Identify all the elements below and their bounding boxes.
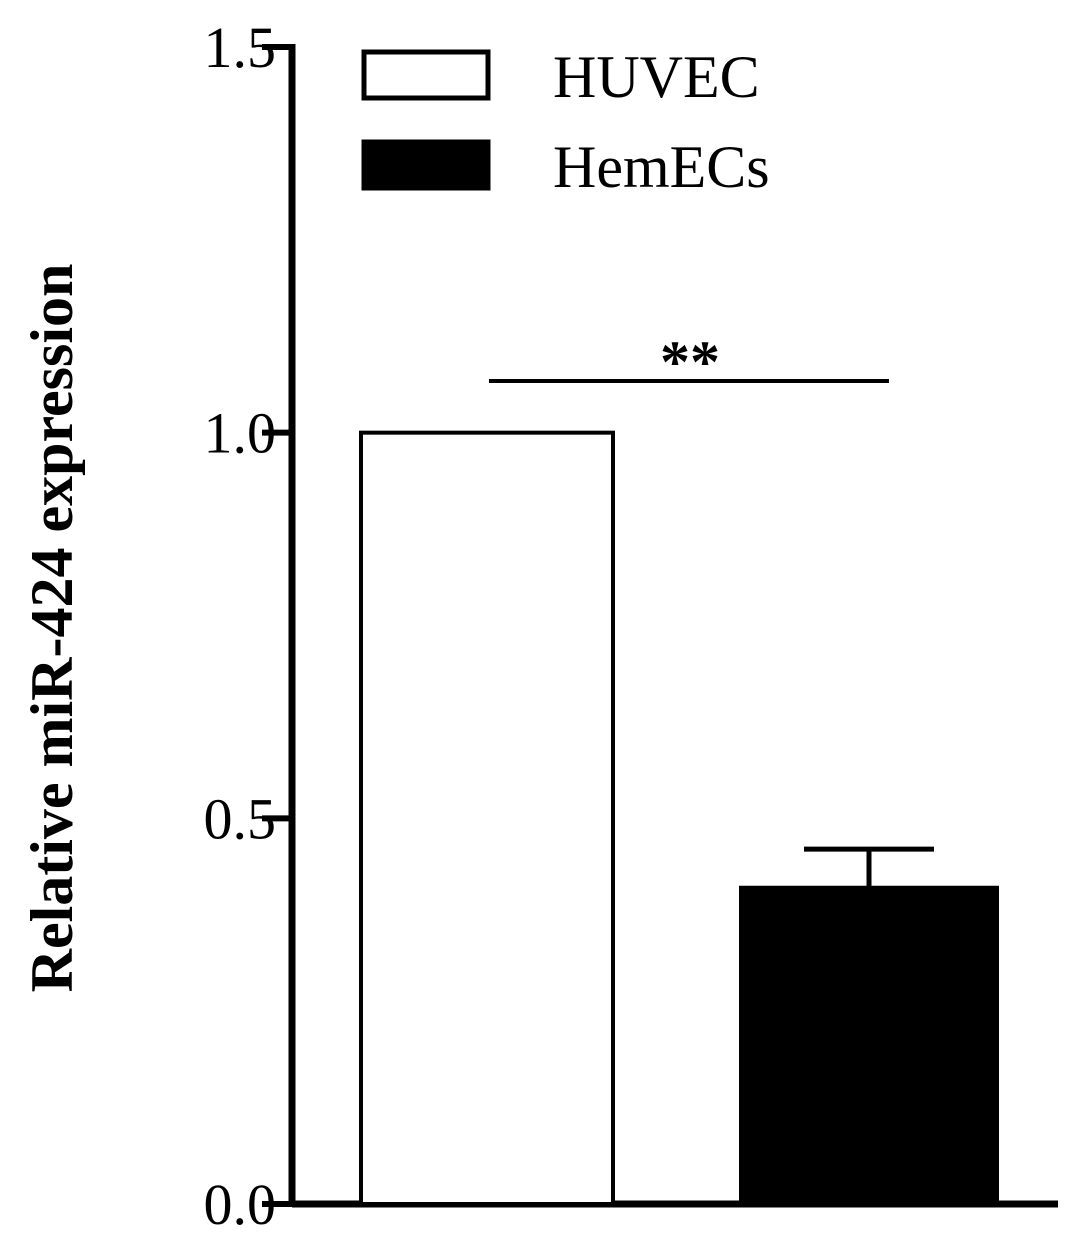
legend-swatch-huvec — [361, 49, 491, 101]
y-tick-label: 1.5 — [204, 15, 277, 80]
bars — [359, 430, 999, 1207]
error-bars — [804, 846, 934, 888]
legend-swatch-hemecs — [361, 139, 491, 191]
y-tick-label: 0.0 — [204, 1172, 277, 1237]
legend: HUVEC HemECs — [361, 44, 770, 200]
y-axis-label: Relative miR-424 expression — [19, 264, 85, 993]
bar-hemecs — [739, 885, 999, 1207]
y-ticks: 0.0 0.5 1.0 1.5 — [204, 15, 292, 1237]
bar-huvec — [359, 430, 615, 1206]
y-tick-label: 0.5 — [204, 786, 277, 851]
significance: ** — [489, 329, 889, 395]
significance-label: ** — [660, 329, 720, 395]
legend-label-huvec: HUVEC — [553, 44, 760, 110]
y-tick-label: 1.0 — [204, 401, 277, 466]
legend-label-hemecs: HemECs — [553, 134, 770, 200]
